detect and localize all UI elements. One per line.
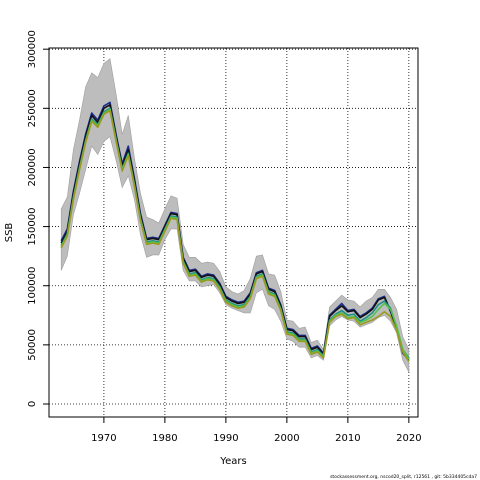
y-axis: 0 50000 100000 150000 200000 250000 300000 [27,30,49,407]
y-tick-label: 300000 [27,30,38,68]
series-line-5 [60,109,410,362]
x-tick-label: 1980 [152,433,177,444]
x-tick-label: 2000 [274,433,299,444]
plot-frame [48,47,419,418]
y-tick-label: 200000 [27,148,38,186]
y-tick-label: 100000 [27,267,38,305]
y-axis-title: SSB [4,223,15,243]
x-axis: 1970 1980 1990 2000 2010 2020 [91,417,422,444]
x-tick-label: 1970 [91,433,116,444]
y-tick-label: 150000 [27,207,38,245]
y-tick-label: 250000 [27,89,38,127]
y-tick-label: 50000 [27,329,38,361]
y-tick-label: 0 [27,401,38,407]
x-tick-label: 2010 [335,433,360,444]
footer-credit: stockassessment.org, nscod20_split, r125… [330,474,477,480]
x-axis-title: Years [219,456,246,467]
x-tick-label: 2020 [396,433,421,444]
series-lines [60,101,410,362]
confidence-band [60,58,410,373]
x-tick-label: 1990 [213,433,238,444]
